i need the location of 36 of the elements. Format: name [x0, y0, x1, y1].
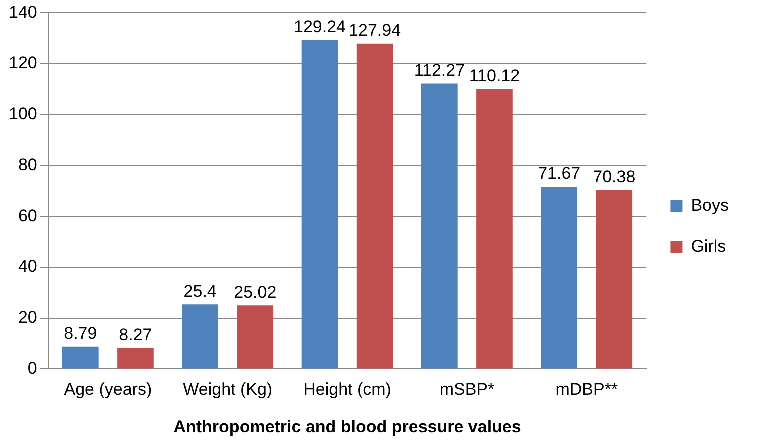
data-label: 8.27: [119, 325, 152, 344]
y-tick-label: 80: [18, 155, 38, 174]
bar: [422, 84, 458, 369]
data-label: 25.4: [184, 282, 217, 301]
y-tick-label: 0: [28, 358, 38, 378]
y-tick-label: 140: [8, 2, 38, 22]
x-tick-label: Age (years): [64, 380, 152, 400]
y-tick-label: 120: [8, 54, 38, 73]
legend-label: Boys: [691, 196, 730, 216]
bar: [237, 306, 274, 369]
bar: [541, 186, 578, 369]
x-tick-label: Weight (Kg): [183, 380, 273, 400]
y-tick-label: 60: [18, 206, 38, 226]
bar: [302, 40, 338, 369]
bar: [596, 190, 633, 369]
bar: [62, 346, 99, 369]
y-tick-label: 100: [8, 104, 38, 124]
x-tick-label: mSBP*: [440, 380, 495, 400]
data-label: 71.67: [538, 164, 581, 184]
bar: [356, 44, 394, 369]
bar: [118, 348, 154, 369]
legend-label: Girls: [691, 237, 726, 256]
x-axis-title: Anthropometric and blood pressure values: [174, 417, 522, 436]
data-label: 127.94: [349, 21, 402, 40]
data-label: 8.79: [64, 324, 98, 344]
x-tick-label: Height (cm): [304, 380, 392, 400]
data-label: 129.24: [294, 18, 346, 37]
y-tick-label: 20: [18, 308, 38, 328]
data-label: 25.02: [234, 282, 277, 302]
y-tick-label: 40: [18, 257, 38, 276]
x-tick-label: mDBP**: [556, 380, 618, 400]
data-label: 70.38: [593, 167, 636, 186]
data-label: 110.12: [469, 66, 520, 86]
bar: [182, 304, 219, 369]
data-label: 112.27: [414, 60, 466, 80]
bar: [476, 89, 513, 369]
